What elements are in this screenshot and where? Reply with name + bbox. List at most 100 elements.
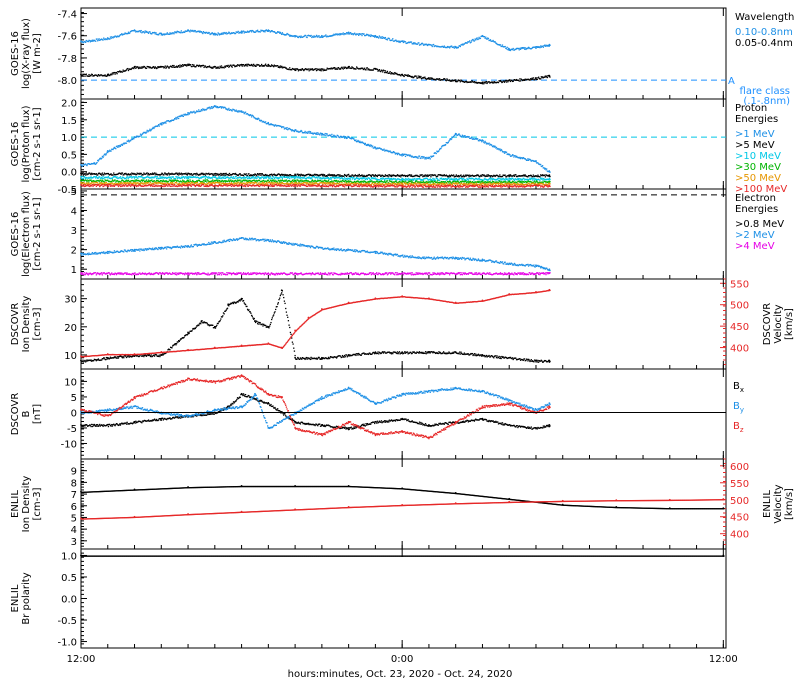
data-point bbox=[472, 81, 474, 83]
data-point bbox=[95, 181, 98, 184]
data-point bbox=[194, 182, 197, 184]
data-point bbox=[542, 45, 544, 48]
data-point bbox=[364, 181, 366, 183]
data-point bbox=[376, 175, 379, 178]
data-point bbox=[323, 134, 325, 136]
data-point bbox=[260, 173, 263, 175]
data-point bbox=[397, 174, 399, 176]
data-point bbox=[477, 174, 480, 176]
data-point bbox=[320, 173, 322, 176]
data-point bbox=[426, 182, 429, 185]
data-point bbox=[373, 67, 375, 70]
data-point bbox=[135, 136, 137, 139]
data-point bbox=[297, 36, 300, 39]
data-point bbox=[324, 69, 326, 71]
data-point bbox=[204, 173, 206, 175]
data-point bbox=[266, 30, 268, 32]
data-point bbox=[119, 172, 122, 175]
data-point bbox=[471, 177, 474, 180]
data-point bbox=[286, 183, 288, 185]
data-point bbox=[145, 173, 147, 175]
data-point bbox=[545, 44, 547, 46]
data-point bbox=[178, 66, 180, 68]
data-point bbox=[335, 180, 337, 182]
data-point bbox=[131, 180, 133, 182]
data-point bbox=[263, 65, 265, 67]
data-point bbox=[186, 183, 189, 185]
data-point bbox=[385, 183, 387, 185]
data-point bbox=[131, 177, 133, 179]
data-point bbox=[542, 77, 544, 79]
data-point bbox=[220, 177, 223, 179]
data-point bbox=[283, 175, 286, 177]
data-point bbox=[221, 33, 223, 35]
data-point bbox=[123, 181, 126, 183]
data-point bbox=[133, 182, 136, 184]
data-point bbox=[175, 181, 177, 184]
data-point bbox=[339, 34, 342, 36]
data-point bbox=[119, 172, 121, 174]
data-point bbox=[235, 180, 237, 182]
data-point bbox=[198, 65, 200, 68]
data-point bbox=[327, 176, 330, 179]
data-point bbox=[472, 177, 474, 180]
data-marker bbox=[535, 45, 537, 48]
data-point bbox=[488, 178, 490, 180]
data-point bbox=[383, 148, 385, 150]
data-point bbox=[309, 182, 312, 184]
data-point bbox=[153, 177, 155, 179]
data-point bbox=[420, 179, 422, 181]
data-point bbox=[415, 175, 417, 177]
data-point bbox=[275, 174, 277, 176]
data-point bbox=[548, 181, 550, 183]
data-point bbox=[271, 182, 273, 184]
data-point bbox=[528, 47, 530, 49]
data-point bbox=[142, 176, 144, 179]
data-point bbox=[378, 147, 380, 149]
data-point bbox=[167, 181, 169, 183]
data-point bbox=[417, 184, 419, 186]
data-point bbox=[537, 45, 539, 48]
data-point bbox=[520, 47, 522, 49]
data-point bbox=[285, 67, 287, 69]
data-point bbox=[293, 35, 295, 37]
data-point bbox=[101, 176, 103, 178]
data-point bbox=[87, 177, 89, 179]
data-point bbox=[537, 182, 540, 184]
data-point bbox=[388, 182, 390, 185]
data-point bbox=[269, 173, 271, 176]
data-point bbox=[314, 68, 316, 70]
data-marker bbox=[320, 68, 323, 70]
data-point bbox=[323, 68, 325, 70]
data-point bbox=[423, 156, 425, 158]
data-point bbox=[157, 183, 159, 185]
data-point bbox=[367, 174, 369, 176]
data-marker bbox=[213, 32, 216, 35]
data-point bbox=[116, 182, 118, 185]
data-point bbox=[393, 151, 395, 153]
data-point bbox=[149, 177, 152, 179]
data-point bbox=[528, 181, 530, 183]
data-point bbox=[297, 130, 299, 132]
data-point bbox=[413, 178, 415, 180]
data-point bbox=[151, 180, 154, 183]
data-point bbox=[353, 139, 356, 141]
data-point bbox=[267, 30, 269, 32]
data-point bbox=[219, 174, 221, 176]
data-point bbox=[281, 173, 283, 175]
data-point bbox=[414, 183, 416, 185]
data-point bbox=[421, 181, 423, 184]
data-point bbox=[419, 43, 421, 46]
data-point bbox=[224, 107, 227, 109]
data-point bbox=[412, 175, 415, 177]
data-point bbox=[208, 32, 211, 34]
data-point bbox=[449, 182, 451, 184]
data-point bbox=[389, 183, 391, 186]
data-point bbox=[382, 177, 385, 179]
data-point bbox=[368, 143, 370, 146]
data-point bbox=[505, 176, 507, 178]
data-point bbox=[93, 183, 95, 185]
data-point bbox=[396, 178, 399, 180]
data-point bbox=[457, 46, 459, 49]
data-point bbox=[277, 31, 280, 33]
